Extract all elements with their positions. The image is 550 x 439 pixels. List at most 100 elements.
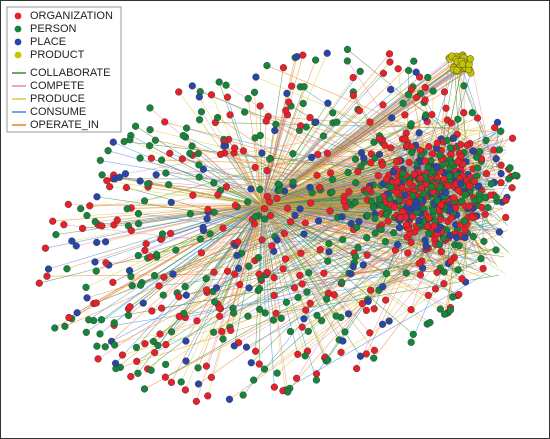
node bbox=[271, 126, 279, 135]
node bbox=[94, 355, 102, 363]
node bbox=[252, 73, 260, 81]
node bbox=[251, 213, 259, 221]
node bbox=[412, 68, 420, 76]
node bbox=[447, 257, 455, 265]
node bbox=[328, 188, 336, 196]
edge bbox=[112, 204, 263, 283]
node bbox=[182, 124, 191, 132]
node bbox=[363, 234, 371, 242]
node bbox=[219, 224, 227, 232]
node bbox=[86, 202, 94, 210]
node bbox=[433, 163, 441, 172]
node bbox=[210, 179, 218, 187]
node bbox=[197, 108, 206, 116]
node bbox=[177, 378, 185, 386]
node bbox=[162, 340, 170, 349]
node bbox=[199, 223, 207, 231]
node bbox=[344, 310, 353, 318]
node bbox=[308, 189, 316, 197]
edge bbox=[233, 152, 263, 206]
node bbox=[182, 291, 190, 299]
node bbox=[460, 217, 469, 225]
edge bbox=[183, 204, 263, 314]
node bbox=[92, 267, 100, 275]
edge bbox=[424, 119, 448, 128]
node bbox=[474, 164, 482, 172]
nodes bbox=[35, 45, 521, 405]
node bbox=[347, 219, 355, 228]
node bbox=[366, 329, 374, 337]
edge bbox=[261, 204, 274, 321]
node bbox=[429, 206, 437, 215]
legend-label: ORGANIZATION bbox=[30, 10, 113, 22]
node bbox=[364, 185, 372, 193]
node bbox=[263, 268, 271, 277]
node bbox=[383, 210, 391, 218]
node bbox=[261, 215, 269, 223]
node bbox=[495, 228, 503, 236]
node bbox=[283, 204, 292, 212]
node bbox=[389, 168, 398, 176]
node bbox=[362, 350, 370, 358]
node bbox=[316, 183, 324, 192]
node bbox=[281, 255, 290, 263]
edge bbox=[238, 246, 404, 343]
node bbox=[91, 258, 99, 266]
node bbox=[324, 257, 332, 265]
node bbox=[151, 136, 160, 144]
edge bbox=[261, 122, 452, 206]
node bbox=[457, 179, 465, 187]
edge bbox=[290, 229, 508, 332]
node bbox=[468, 109, 476, 117]
node bbox=[96, 330, 104, 338]
edge bbox=[261, 204, 356, 258]
node bbox=[194, 380, 203, 388]
node bbox=[497, 161, 505, 169]
node bbox=[204, 392, 212, 400]
node bbox=[136, 177, 144, 185]
node bbox=[390, 203, 399, 211]
node bbox=[282, 298, 291, 306]
node bbox=[316, 246, 324, 254]
node bbox=[379, 101, 387, 109]
node bbox=[428, 183, 436, 191]
node bbox=[197, 249, 206, 257]
node bbox=[123, 205, 131, 213]
node bbox=[195, 93, 203, 101]
node bbox=[392, 157, 401, 166]
node bbox=[484, 204, 492, 212]
node bbox=[433, 268, 441, 276]
node bbox=[407, 120, 415, 128]
node bbox=[104, 147, 112, 155]
node bbox=[497, 178, 505, 187]
node bbox=[332, 312, 340, 320]
node bbox=[421, 96, 429, 104]
node bbox=[343, 45, 352, 54]
node bbox=[385, 50, 394, 58]
node bbox=[261, 309, 269, 317]
node bbox=[435, 241, 444, 249]
node bbox=[440, 310, 449, 318]
node bbox=[487, 180, 495, 188]
node bbox=[370, 305, 378, 313]
legend-node-marker bbox=[14, 12, 22, 20]
node bbox=[127, 226, 135, 235]
node bbox=[450, 134, 458, 142]
legend-label: PRODUCE bbox=[30, 93, 85, 105]
node bbox=[192, 397, 200, 405]
node bbox=[222, 81, 230, 89]
node bbox=[492, 246, 500, 254]
node bbox=[415, 259, 423, 268]
edge bbox=[261, 204, 363, 304]
node bbox=[443, 136, 451, 145]
node bbox=[354, 243, 362, 252]
node bbox=[106, 183, 114, 191]
node bbox=[502, 196, 510, 204]
node bbox=[460, 109, 468, 117]
node bbox=[153, 251, 161, 259]
node bbox=[82, 283, 90, 291]
node bbox=[35, 279, 43, 287]
node bbox=[193, 317, 201, 325]
node bbox=[339, 235, 347, 244]
node bbox=[210, 268, 218, 276]
